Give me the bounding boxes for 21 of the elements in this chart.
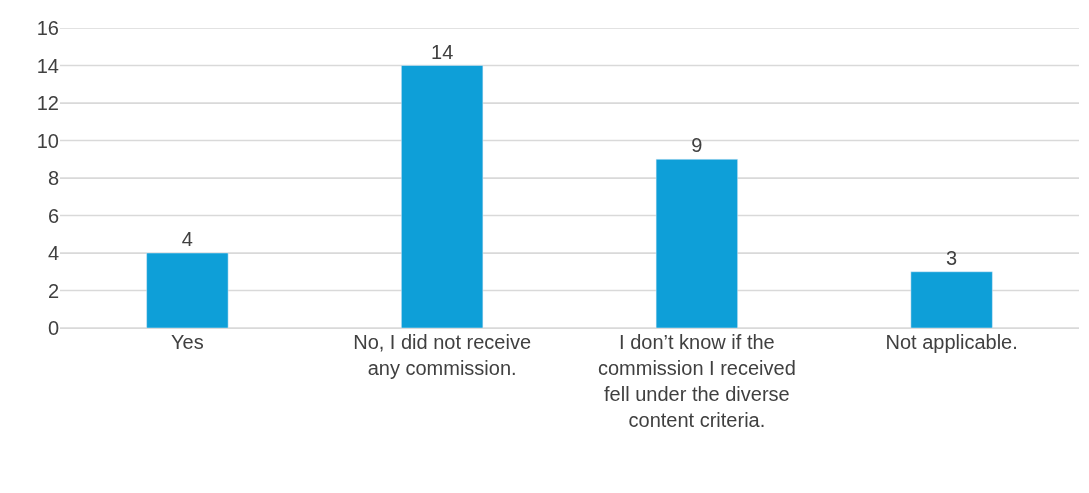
y-tick-label: 10 xyxy=(36,129,59,152)
data-label: 14 xyxy=(431,40,454,63)
x-tick-label: I don’t know if the commission I received fell under the diverse content criteria. xyxy=(597,331,796,431)
x-tick-label: No, I did not receive any commission. xyxy=(353,331,532,379)
bar xyxy=(401,65,484,328)
y-tick-label: 16 xyxy=(36,17,59,39)
data-label: 9 xyxy=(691,134,703,157)
bar xyxy=(655,159,738,328)
y-tick-label: 8 xyxy=(47,167,59,189)
y-tick-label: 14 xyxy=(36,54,59,77)
x-tick-label: Yes xyxy=(171,331,204,353)
bar xyxy=(146,252,229,328)
y-tick-label: 12 xyxy=(36,92,59,114)
y-tick-label: 0 xyxy=(47,317,59,339)
x-tick-label: Not applicable. xyxy=(885,331,1018,353)
data-label: 4 xyxy=(181,228,193,250)
data-label: 3 xyxy=(946,246,958,269)
y-tick-label: 4 xyxy=(47,242,59,264)
y-tick-label: 2 xyxy=(47,279,59,302)
y-tick-label: 6 xyxy=(47,204,59,227)
bar xyxy=(910,271,993,328)
